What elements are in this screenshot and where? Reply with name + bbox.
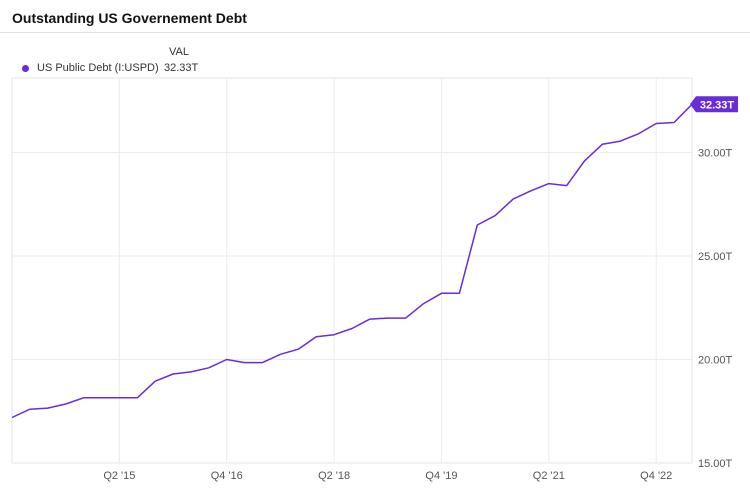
x-tick-label: Q2 '18 — [318, 470, 350, 482]
y-tick-label: 15.00T — [698, 458, 733, 470]
x-tick-label: Q2 '21 — [533, 470, 565, 482]
legend-item[interactable]: US Public Debt (I:USPD) 32.33T — [22, 62, 198, 74]
x-tick-label: Q4 '19 — [425, 470, 457, 482]
series-line-us-public-debt — [11, 103, 693, 419]
legend-series-name: US Public Debt (I:USPD) — [37, 62, 159, 74]
y-tick-label: 30.00T — [698, 148, 733, 160]
y-tick-label: 20.00T — [698, 355, 733, 367]
legend-series-dot — [22, 64, 29, 72]
plot-frame — [11, 77, 693, 464]
y-tick-label: 25.00T — [698, 251, 733, 263]
latest-value-tag — [690, 96, 738, 113]
legend-value-header: VAL — [169, 46, 189, 58]
x-tick-label: Q2 '15 — [103, 470, 135, 482]
title-divider — [0, 32, 750, 33]
x-tick-label: Q4 '22 — [640, 470, 672, 482]
latest-value-label: 32.33T — [700, 99, 735, 111]
legend-series-value: 32.33T — [164, 62, 199, 74]
chart-title: Outstanding US Governement Debt — [12, 10, 247, 26]
x-tick-label: Q4 '16 — [211, 470, 243, 482]
